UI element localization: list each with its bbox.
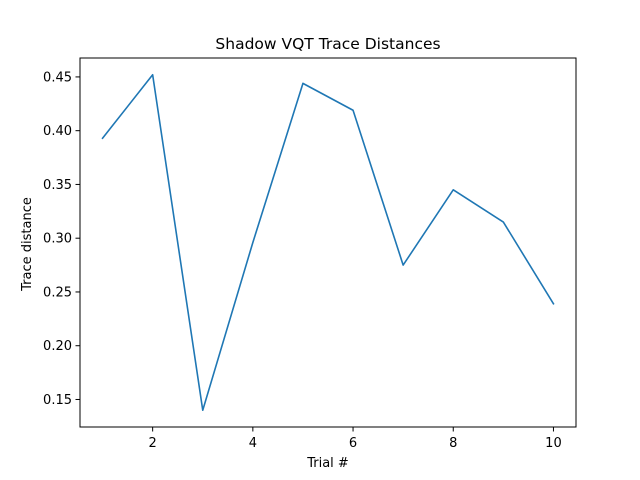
x-tick-label-0: 2: [149, 436, 157, 451]
y-axis-label: Trace distance: [20, 197, 35, 292]
y-tick-label-2: 0.25: [43, 285, 72, 300]
chart-title: Shadow VQT Trace Distances: [215, 35, 440, 53]
y-tick-label-0: 0.15: [43, 393, 72, 408]
x-tick-label-2: 6: [349, 436, 357, 451]
y-tick-label-6: 0.45: [43, 70, 72, 85]
x-tick-label-4: 10: [545, 436, 562, 451]
x-tick-label-3: 8: [449, 436, 457, 451]
series-line-0: [101, 73, 555, 412]
x-tick-label-1: 4: [249, 436, 257, 451]
x-axis-label: Trial #: [306, 456, 349, 471]
y-tick-label-5: 0.40: [43, 124, 72, 139]
y-tick-label-1: 0.20: [43, 339, 72, 354]
plot-area: 2 4 6 8 10 0.15 0.20 0.25 0.30 0.35 0.40 0.45: [43, 57, 577, 451]
y-tick-label-3: 0.30: [43, 232, 72, 247]
y-tick-label-4: 0.35: [43, 178, 72, 193]
axes-frame: [79, 57, 577, 428]
